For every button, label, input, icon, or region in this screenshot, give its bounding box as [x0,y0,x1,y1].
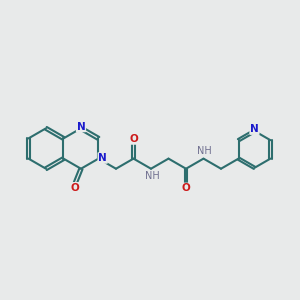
Text: NH: NH [145,171,160,181]
Text: N: N [250,124,259,134]
Text: NH: NH [197,146,212,157]
Text: O: O [129,134,138,144]
Text: O: O [182,183,190,193]
Text: N: N [76,122,85,131]
Text: N: N [98,153,107,163]
Text: O: O [70,183,79,193]
